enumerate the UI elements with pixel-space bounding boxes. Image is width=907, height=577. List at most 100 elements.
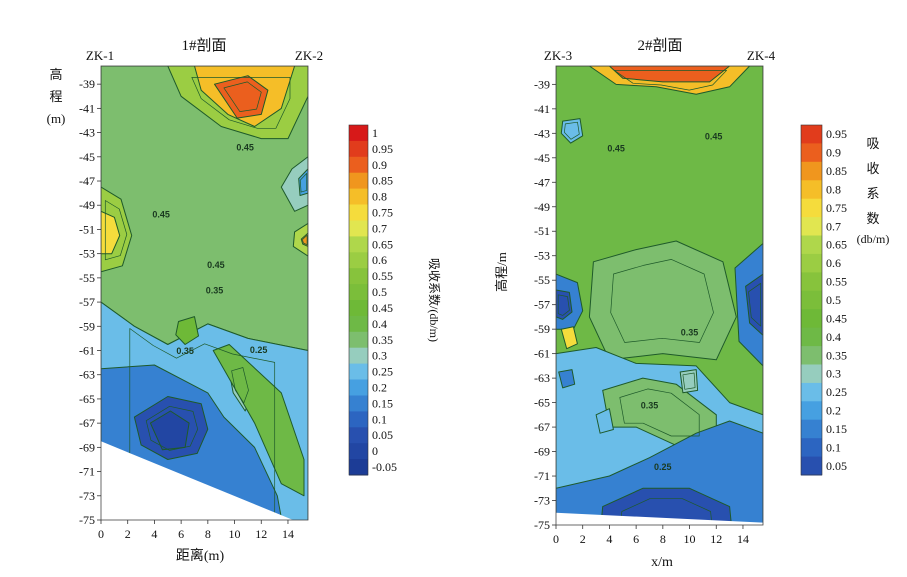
contour-line: [610, 259, 714, 343]
colorbar-swatch: [349, 220, 368, 237]
x-tick-label: 0: [553, 532, 559, 546]
colorbar-swatch: [801, 309, 822, 329]
borehole-left-label: ZK-1: [86, 48, 114, 63]
y-tick-label: -73: [534, 494, 550, 508]
colorbar-tick-label: 0.85: [826, 164, 847, 178]
colorbar-swatch: [801, 198, 822, 218]
colorbar-label-char: 吸: [866, 136, 879, 151]
colorbar-tick-label: 0.6: [372, 253, 387, 267]
colorbar-swatch: [801, 346, 822, 365]
x-tick-label: 8: [660, 532, 666, 546]
section-1-chart: 0.45 0.45 0.45 0.35 0.35 0.25 -39 -41 -43 -45 -47…: [47, 37, 442, 564]
y-tick-label: -67: [534, 420, 550, 434]
y-tick-label: -63: [534, 371, 550, 385]
colorbar-swatch: [349, 236, 368, 253]
colorbar-swatch: [349, 395, 368, 412]
y-tick-label: -69: [534, 445, 550, 459]
colorbar-tick-label: 0.5: [372, 285, 387, 299]
contour-region: [292, 222, 308, 257]
colorbar-swatch: [801, 364, 822, 384]
x-tick-label: 2: [125, 527, 131, 541]
colorbar-swatch: [801, 125, 822, 144]
colorbar-label-char: 系: [866, 186, 879, 201]
contour-label: 0.45: [152, 209, 170, 219]
y-tick-label: -61: [534, 347, 550, 361]
y-tick-label: -55: [79, 271, 95, 285]
y-axis-label-unit: (m): [47, 111, 66, 126]
no-data-mask: [101, 441, 294, 520]
colorbar-swatch: [349, 300, 368, 317]
contour-line: [299, 173, 308, 193]
y-tick-label: -49: [79, 198, 95, 212]
colorbar-tick-label: 0.8: [826, 183, 841, 197]
contour-label: 0.25: [654, 462, 672, 472]
borehole-left-label: ZK-3: [544, 48, 572, 63]
y-tick-label: -75: [79, 513, 95, 527]
y-tick-label: -49: [534, 200, 550, 214]
colorbar-tick-label: 0.1: [372, 412, 387, 426]
contour-region: [556, 289, 573, 320]
x-tick-label: 6: [633, 532, 639, 546]
chart-title: 2#剖面: [637, 37, 682, 54]
x-tick-label: 14: [737, 532, 749, 546]
contour-region: [600, 487, 732, 525]
colorbar-tick-label: 0.2: [826, 404, 841, 418]
colorbar-tick-label: 0.45: [826, 311, 847, 325]
colorbar-tick-label: 0.4: [372, 317, 387, 331]
y-tick-label: -67: [79, 416, 95, 430]
colorbar-swatch: [349, 140, 368, 158]
x-tick-label: 6: [178, 527, 184, 541]
y-tick-label: -41: [79, 101, 95, 115]
contour-line: [620, 498, 713, 525]
colorbar-tick-label: -0.05: [372, 460, 397, 474]
colorbar-tick-label: 0.65: [372, 237, 393, 251]
y-tick-label: -47: [79, 174, 95, 188]
colorbar-tick-label: 0.75: [826, 201, 847, 215]
colorbar-tick-label: 0.95: [372, 142, 393, 156]
colorbar-swatch: [801, 438, 822, 458]
colorbar-swatch: [349, 315, 368, 333]
contour-region: [175, 316, 199, 345]
y-tick-label: -53: [79, 247, 95, 261]
y-tick-label: -45: [534, 151, 550, 165]
colorbar-swatch: [801, 161, 822, 181]
contour-label: 0.45: [607, 144, 625, 154]
colorbar-tick-label: 0.15: [826, 422, 847, 436]
colorbar-swatch: [801, 456, 822, 476]
colorbar-tick-label: 0.4: [826, 330, 841, 344]
contour-line: [302, 234, 308, 246]
contour-line: [231, 367, 249, 404]
colorbar-swatch: [349, 156, 368, 174]
colorbar-tick-label: 0: [372, 444, 378, 458]
x-tick-label: 12: [710, 532, 722, 546]
colorbar-swatch: [349, 459, 368, 476]
colorbar-tick-label: 0.2: [372, 381, 387, 395]
colorbar-tick-label: 0.9: [372, 158, 387, 172]
y-tick-label: -69: [79, 440, 95, 454]
colorbar-swatch: [801, 419, 822, 439]
colorbar-swatch: [349, 172, 368, 190]
colorbar-tick-label: 0.3: [826, 367, 841, 381]
contour-line: [104, 200, 128, 261]
plot-frame: [555, 65, 764, 526]
contour-region: [608, 66, 731, 83]
x-axis-label: x/m: [651, 555, 673, 570]
y-tick-label: -39: [534, 77, 550, 91]
y-tick-label: -59: [79, 319, 95, 333]
colorbar-tick-label: 0.7: [372, 221, 387, 235]
colorbar-tick-label: 0.3: [372, 349, 387, 363]
colorbar-swatch: [801, 217, 822, 236]
y-tick-label: -43: [79, 126, 95, 140]
y-axis-label-char: 程: [49, 89, 62, 104]
y-tick-label: -53: [534, 249, 550, 263]
colorbar-tick-label: 0.1: [826, 440, 841, 454]
contour-label: 0.35: [176, 346, 194, 356]
colorbar-swatch: [349, 284, 368, 301]
y-tick-label: -41: [534, 102, 550, 116]
y-axis-label: 高程/m: [494, 252, 509, 292]
x-tick-label: 4: [151, 527, 157, 541]
colorbar-swatch: [349, 427, 368, 444]
colorbar-swatch: [801, 272, 822, 292]
x-tick-label: 2: [580, 532, 586, 546]
y-tick-label: -51: [79, 222, 95, 236]
